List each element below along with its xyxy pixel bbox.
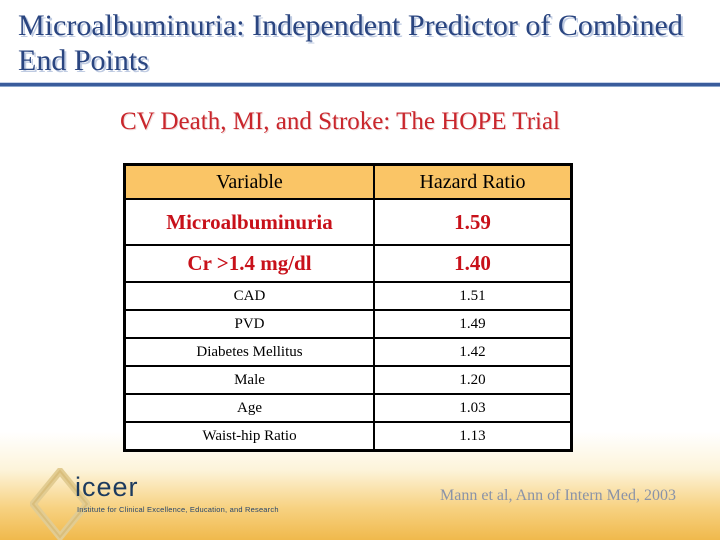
cell-hazard-ratio: 1.51 <box>373 281 573 311</box>
cell-variable: Waist-hip Ratio <box>123 421 375 452</box>
cell-hazard-ratio: 1.03 <box>373 393 573 423</box>
slide-title: Microalbuminuria: Independent Predictor … <box>18 9 683 77</box>
cell-hazard-ratio: 1.13 <box>373 421 573 452</box>
cell-hazard-ratio: 1.59 <box>373 198 573 246</box>
diamond-outline-icon <box>28 465 92 540</box>
table-row: PVD 1.49 <box>123 309 573 339</box>
cell-hazard-ratio: 1.49 <box>373 309 573 339</box>
table-row: Male 1.20 <box>123 365 573 395</box>
divider-highlight-line <box>0 82 720 83</box>
cell-hazard-ratio: 1.20 <box>373 365 573 395</box>
cell-variable: PVD <box>123 309 375 339</box>
table-row: Age 1.03 <box>123 393 573 423</box>
title-divider <box>0 82 720 87</box>
cell-hazard-ratio: 1.42 <box>373 337 573 367</box>
logo-wordmark: iceer <box>75 472 139 502</box>
divider-main-line <box>0 83 720 86</box>
table-row: Diabetes Mellitus 1.42 <box>123 337 573 367</box>
column-header-variable: Variable <box>123 163 375 200</box>
column-header-hazard-ratio: Hazard Ratio <box>373 163 573 200</box>
cell-variable: Cr >1.4 mg/dl <box>123 244 375 283</box>
cell-variable: CAD <box>123 281 375 311</box>
table-header-row: Variable Hazard Ratio <box>123 163 573 200</box>
divider-shadow-line <box>0 86 720 87</box>
slide-subtitle: CV Death, MI, and Stroke: The HOPE Trial <box>119 108 561 135</box>
hazard-ratio-table: Variable Hazard Ratio Microalbuminuria 1… <box>123 163 573 452</box>
citation-text: Mann et al, Ann of Intern Med, 2003 <box>440 487 676 504</box>
cell-variable: Microalbuminuria <box>123 198 375 246</box>
table-row: Waist-hip Ratio 1.13 <box>123 421 573 452</box>
cell-variable: Diabetes Mellitus <box>123 337 375 367</box>
cell-variable: Male <box>123 365 375 395</box>
iceer-logo: iceer Institute for Clinical Excellence,… <box>28 465 358 540</box>
table-row: Cr >1.4 mg/dl 1.40 <box>123 244 573 283</box>
table-row: CAD 1.51 <box>123 281 573 311</box>
logo-tagline: Institute for Clinical Excellence, Educa… <box>77 505 279 514</box>
cell-hazard-ratio: 1.40 <box>373 244 573 283</box>
cell-variable: Age <box>123 393 375 423</box>
table-row: Microalbuminuria 1.59 <box>123 198 573 246</box>
